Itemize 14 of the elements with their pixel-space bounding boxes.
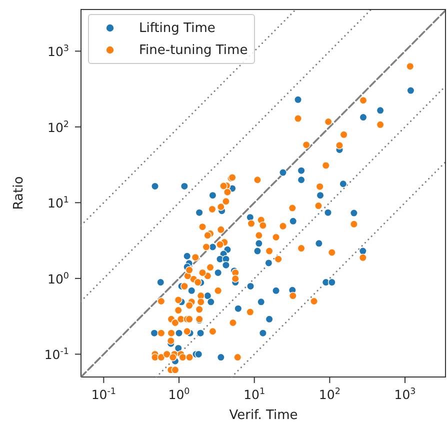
y-tick-label: 10$^{2}$ [48,120,69,135]
legend-label: Fine-tuning Time [139,42,248,58]
y-tick-label: 10$^{-1}$ [44,347,69,362]
x-tick-label: 10$^{0}$ [168,387,190,402]
x-axis-title: Verif. Time [229,408,298,423]
y-tick-label: 10$^{0}$ [48,271,69,286]
y-tick-label: 10$^{1}$ [48,196,69,211]
legend-label: Lifting Time [139,20,216,36]
x-tick-label: 10$^{-1}$ [91,387,116,402]
y-tick-label: 10$^{3}$ [48,44,69,60]
y-axis-title: Ratio [12,176,27,210]
x-tick-label: 10$^{2}$ [318,387,340,402]
x-tick-label: 10$^{3}$ [394,387,416,402]
x-tick-label: 10$^{1}$ [244,387,266,402]
